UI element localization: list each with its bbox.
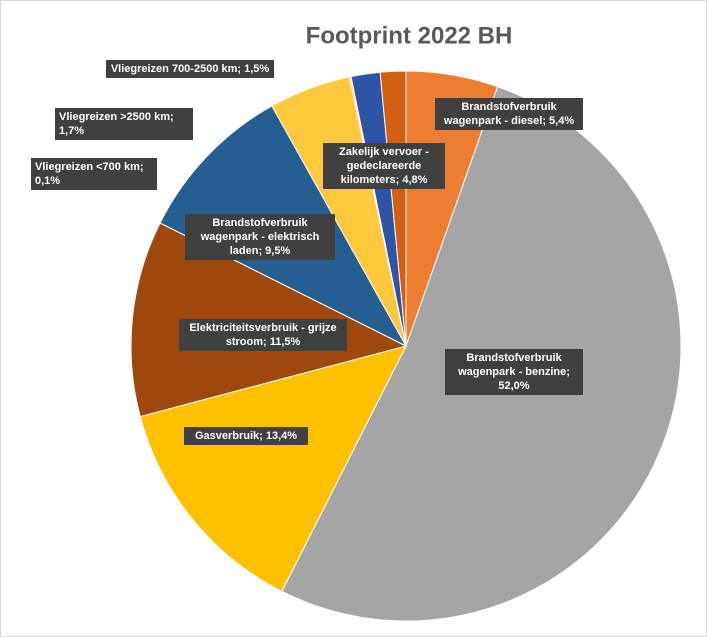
pie-slice — [379, 70, 407, 347]
data-label: Brandstofverbruik wagenpark - diesel; 5,… — [435, 98, 583, 130]
chart-title: Footprint 2022 BH — [306, 22, 513, 49]
data-label: Gasverbruik; 13,4% — [184, 427, 308, 445]
data-label: Brandstofverbruik wagenpark - elektrisch… — [185, 214, 335, 260]
data-label: Zakelijk vervoer - gedeclareerde kilomet… — [323, 143, 445, 189]
data-label: Vliegreizen 700-2500 km; 1,5% — [106, 60, 274, 78]
data-label: Vliegreizen <700 km; 0,1% — [31, 158, 157, 190]
data-label: Brandstofverbruik wagenpark - benzine; 5… — [445, 349, 583, 395]
data-label: Elektriciteitsverbruik - grijze stroom; … — [179, 319, 347, 351]
pie-slice — [139, 345, 407, 593]
data-label: Vliegreizen >2500 km; 1,7% — [55, 108, 193, 140]
